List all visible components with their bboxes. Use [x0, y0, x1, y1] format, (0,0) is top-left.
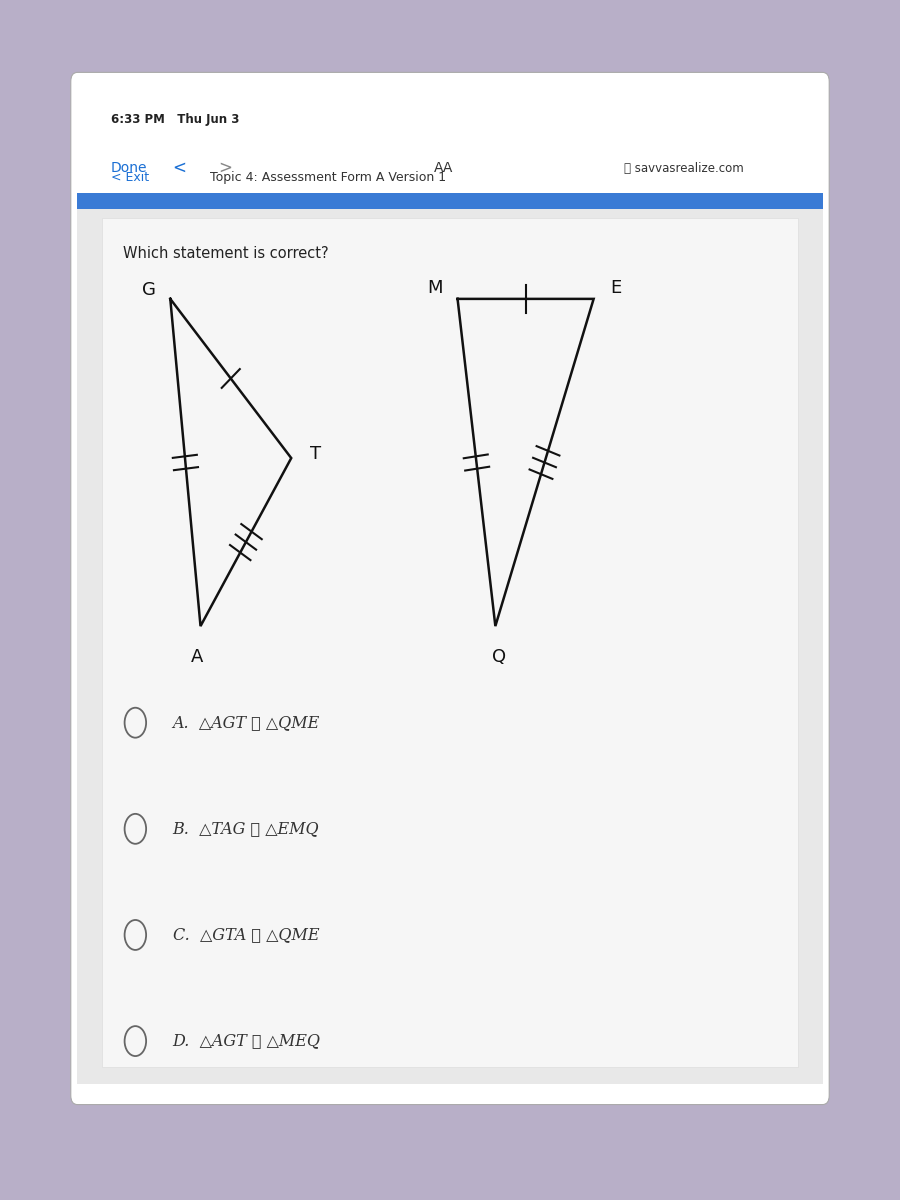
Text: E: E — [611, 280, 622, 298]
FancyBboxPatch shape — [71, 72, 829, 1104]
Text: Done: Done — [111, 161, 147, 175]
Text: D.  △AGT ≅ △MEQ: D. △AGT ≅ △MEQ — [173, 1032, 320, 1050]
Text: Q: Q — [492, 648, 506, 666]
Bar — [77, 206, 823, 1084]
Text: 6:33 PM   Thu Jun 3: 6:33 PM Thu Jun 3 — [111, 113, 238, 126]
Text: T: T — [310, 445, 321, 463]
Text: A: A — [191, 648, 202, 666]
Bar — [77, 193, 823, 210]
Text: A.  △AGT ≅ △QME: A. △AGT ≅ △QME — [173, 714, 320, 731]
Text: C.  △GTA ≅ △QME: C. △GTA ≅ △QME — [173, 926, 320, 943]
FancyBboxPatch shape — [103, 217, 797, 1067]
Text: Which statement is correct?: Which statement is correct? — [123, 246, 328, 262]
Text: G: G — [142, 281, 156, 299]
Text: >: > — [218, 158, 232, 176]
Text: AA: AA — [434, 161, 453, 175]
Text: 🔒 savvasrealize.com: 🔒 savvasrealize.com — [624, 162, 743, 174]
Text: <: < — [173, 158, 186, 176]
Text: M: M — [428, 280, 443, 298]
Text: B.  △TAG ≅ △EMQ: B. △TAG ≅ △EMQ — [173, 821, 320, 838]
Text: < Exit: < Exit — [111, 170, 148, 184]
Text: Topic 4: Assessment Form A Version 1: Topic 4: Assessment Form A Version 1 — [210, 170, 446, 184]
